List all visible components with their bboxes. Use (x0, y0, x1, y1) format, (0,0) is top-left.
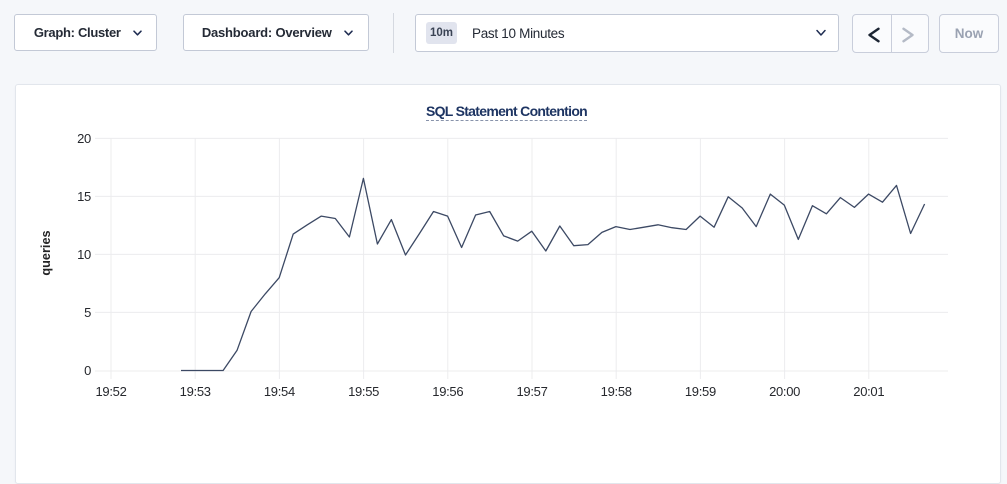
svg-text:19:54: 19:54 (264, 384, 295, 399)
svg-text:19:58: 19:58 (601, 384, 632, 399)
svg-text:10: 10 (77, 247, 91, 262)
svg-text:20:00: 20:00 (769, 384, 800, 399)
svg-text:20: 20 (77, 131, 91, 146)
svg-text:queries: queries (39, 230, 53, 275)
svg-text:19:52: 19:52 (95, 384, 126, 399)
svg-text:19:56: 19:56 (432, 384, 463, 399)
svg-text:0: 0 (84, 363, 91, 378)
svg-text:20:01: 20:01 (853, 384, 884, 399)
svg-text:19:53: 19:53 (180, 384, 211, 399)
svg-text:15: 15 (77, 189, 91, 204)
svg-text:19:59: 19:59 (685, 384, 716, 399)
svg-text:5: 5 (84, 305, 91, 320)
svg-text:19:55: 19:55 (348, 384, 379, 399)
svg-text:19:57: 19:57 (516, 384, 547, 399)
